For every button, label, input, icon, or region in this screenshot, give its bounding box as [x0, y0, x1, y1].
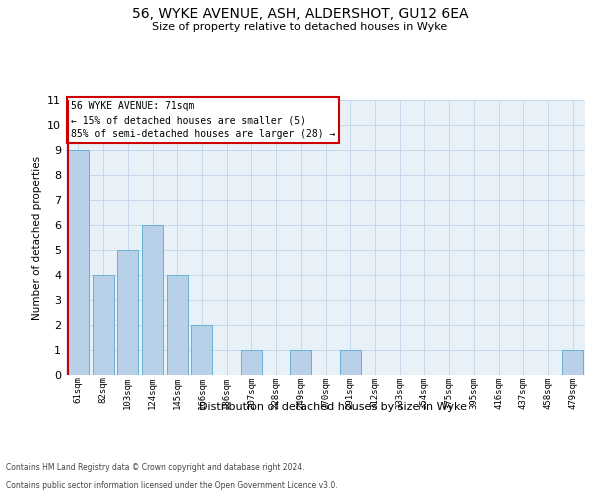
Text: Distribution of detached houses by size in Wyke: Distribution of detached houses by size … — [199, 402, 467, 412]
Bar — [290, 350, 311, 375]
Text: 56, WYKE AVENUE, ASH, ALDERSHOT, GU12 6EA: 56, WYKE AVENUE, ASH, ALDERSHOT, GU12 6E… — [132, 8, 468, 22]
Text: 56 WYKE AVENUE: 71sqm
← 15% of detached houses are smaller (5)
85% of semi-detac: 56 WYKE AVENUE: 71sqm ← 15% of detached … — [71, 102, 335, 140]
Bar — [117, 250, 138, 375]
Y-axis label: Number of detached properties: Number of detached properties — [32, 156, 41, 320]
Bar — [167, 275, 188, 375]
Bar — [241, 350, 262, 375]
Text: Contains HM Land Registry data © Crown copyright and database right 2024.: Contains HM Land Registry data © Crown c… — [6, 464, 305, 472]
Text: Contains public sector information licensed under the Open Government Licence v3: Contains public sector information licen… — [6, 481, 338, 490]
Text: Size of property relative to detached houses in Wyke: Size of property relative to detached ho… — [152, 22, 448, 32]
Bar — [92, 275, 113, 375]
Bar — [562, 350, 583, 375]
Bar — [340, 350, 361, 375]
Bar — [68, 150, 89, 375]
Bar — [191, 325, 212, 375]
Bar — [142, 225, 163, 375]
